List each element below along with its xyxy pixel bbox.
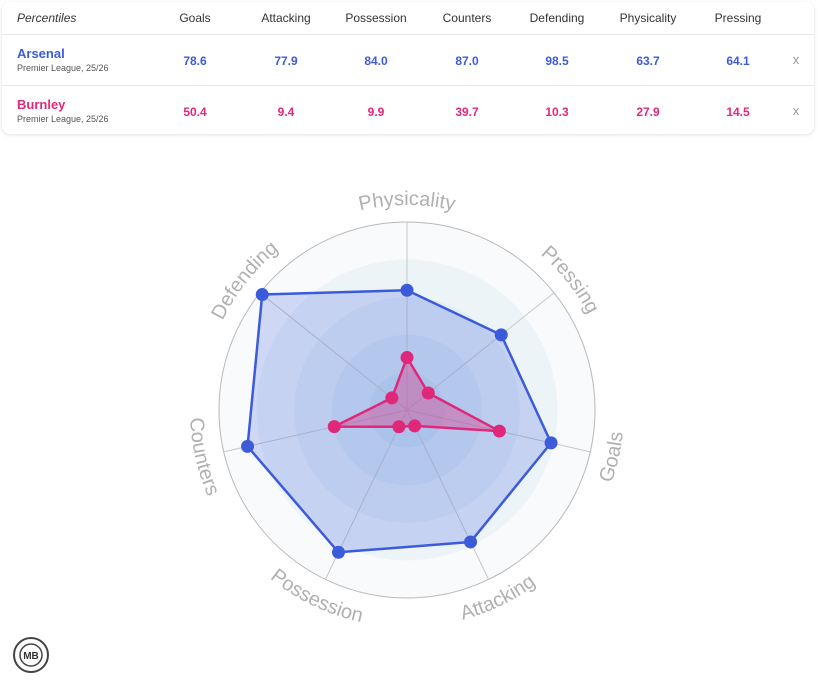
value-possession: 84.0 [364, 54, 388, 68]
value-possession: 9.9 [367, 105, 385, 119]
value-attacking: 77.9 [274, 54, 298, 68]
value-pressing: 14.5 [726, 105, 750, 119]
value-pressing: 64.1 [726, 54, 750, 68]
column-header-counters[interactable]: Counters [442, 11, 492, 25]
data-point-burnley-pressing [421, 386, 435, 400]
remove-burnley-button[interactable]: x [792, 103, 800, 118]
team-row-burnley: Burnley Premier League, 25/26 50.4 9.4 9… [2, 86, 814, 136]
column-header-physicality[interactable]: Physicality [619, 11, 677, 25]
column-header-possession[interactable]: Possession [345, 11, 407, 25]
logo-inner-ring [19, 643, 43, 667]
percentiles-table: Percentiles Goals Attacking Possession C… [2, 2, 814, 134]
value-physicality: 27.9 [636, 105, 660, 119]
data-point-arsenal-attacking [464, 535, 478, 549]
data-point-arsenal-goals [544, 436, 558, 450]
value-goals: 78.6 [183, 54, 207, 68]
value-counters: 87.0 [455, 54, 479, 68]
radar-spoke [223, 409, 408, 453]
data-point-burnley-possession [392, 420, 406, 434]
axis-label-text: Goals [595, 430, 628, 485]
data-point-burnley-physicality [400, 351, 414, 365]
series-area-burnley [332, 356, 501, 433]
data-point-arsenal-counters [241, 439, 255, 453]
axis-label-goals: Goals [595, 430, 628, 485]
value-counters: 39.7 [455, 105, 479, 119]
column-header-attacking[interactable]: Attacking [261, 11, 311, 25]
value-defending: 10.3 [545, 105, 569, 119]
remove-arsenal-button[interactable]: x [792, 52, 800, 67]
radar-spoke [259, 292, 408, 411]
team-name: Burnley [17, 97, 66, 112]
value-physicality: 63.7 [636, 54, 660, 68]
logo-text: MB [23, 651, 39, 662]
radar-spoke [406, 409, 490, 580]
percentiles-header-label: Percentiles [17, 11, 77, 25]
data-point-arsenal-defending [255, 288, 269, 302]
value-attacking: 9.4 [277, 105, 295, 119]
axis-label-text: Physicality [357, 188, 458, 215]
team-league: Premier League, 25/26 [17, 63, 109, 73]
team-row-arsenal: Arsenal Premier League, 25/26 78.6 77.9 … [2, 35, 814, 86]
data-point-burnley-defending [385, 391, 399, 405]
axis-label-physicality: Physicality [357, 188, 458, 215]
data-point-burnley-attacking [408, 419, 422, 433]
team-league: Premier League, 25/26 [17, 114, 109, 124]
table-header-row: Percentiles Goals Attacking Possession C… [2, 2, 814, 35]
team-name: Arsenal [17, 46, 65, 61]
column-header-goals[interactable]: Goals [179, 11, 211, 25]
logo-outer-ring [13, 637, 49, 673]
radar-chart: PhysicalityPressingGoalsAttackingPossess… [185, 188, 628, 627]
mb-logo: MB [13, 637, 49, 673]
axis-label-text: Counters [185, 417, 224, 499]
column-header-defending[interactable]: Defending [529, 11, 585, 25]
data-point-arsenal-pressing [494, 328, 508, 342]
data-point-burnley-goals [492, 424, 506, 438]
value-goals: 50.4 [183, 105, 207, 119]
data-point-arsenal-physicality [400, 283, 414, 297]
data-point-burnley-counters [327, 420, 341, 434]
column-header-pressing[interactable]: Pressing [714, 11, 762, 25]
axis-label-counters: Counters [185, 417, 224, 499]
data-point-arsenal-possession [331, 545, 345, 559]
value-defending: 98.5 [545, 54, 569, 68]
